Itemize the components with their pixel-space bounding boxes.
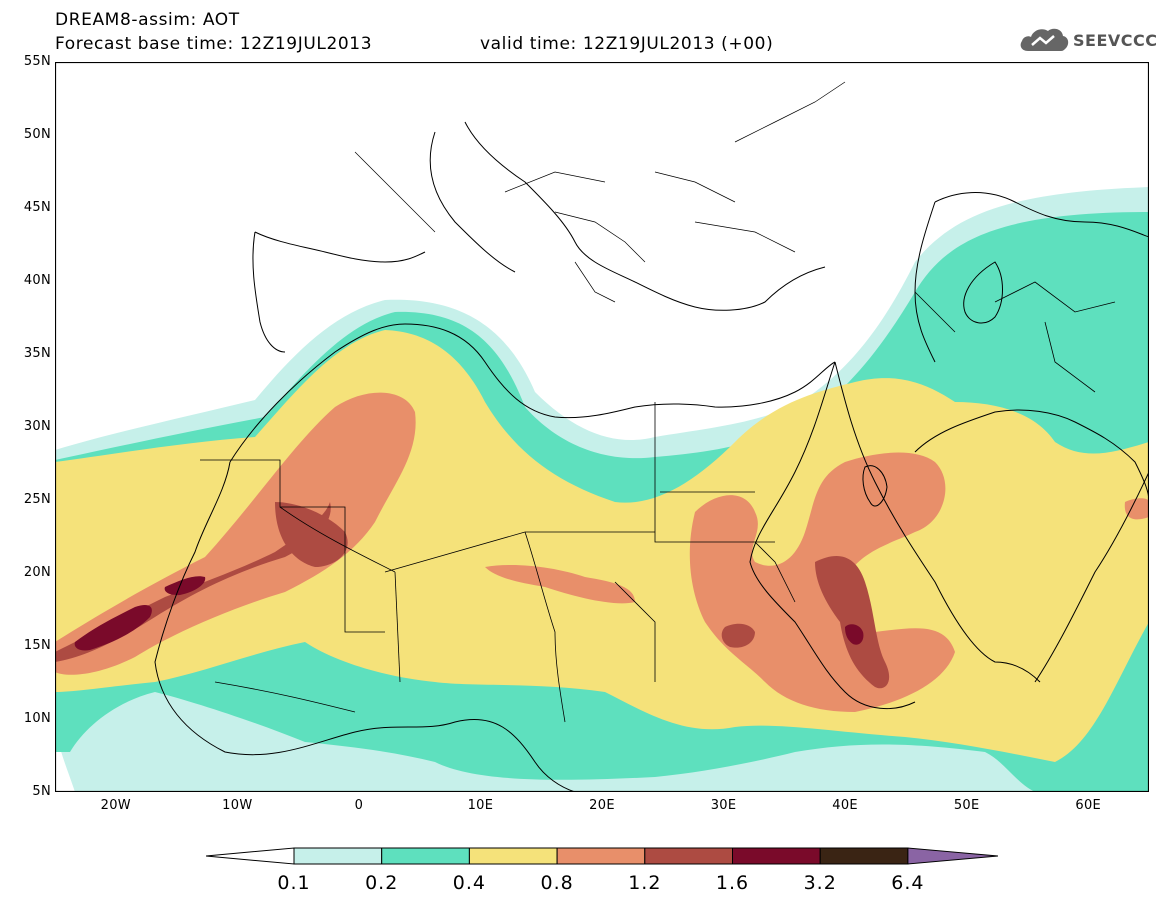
internal-borders [354,81,846,303]
colorbar-box [556,847,646,865]
colorbar-threshold-label: 1.2 [628,872,662,894]
logo-text: SEEVCCC [1073,30,1158,50]
seevccc-logo: SEEVCCC [1018,24,1158,56]
colorbar-threshold-label: 1.6 [715,872,750,894]
cloud-icon [1020,28,1069,51]
lon-tick-label: 10E [467,798,494,813]
colorbar-threshold-label: 0.2 [365,872,399,894]
lat-tick-label: 45N [23,200,51,215]
lon-tick-label: 0 [354,798,364,813]
lat-tick-label: 40N [23,273,51,288]
colorbar-arrow-high [907,847,998,865]
colorbar-box [819,847,909,865]
valid-time: valid time: 12Z19JUL2013 (+00) [480,34,774,54]
forecast-base-time: Forecast base time: 12Z19JUL2013 [55,34,373,54]
colorbar-threshold-label: 0.1 [277,872,311,894]
lat-tick-label: 30N [23,419,51,434]
lat-tick-label: 20N [23,565,51,580]
colorbar-box [732,847,821,865]
lat-tick-label: 50N [23,127,51,142]
colorbar-threshold-label: 3.2 [803,872,837,894]
lon-tick-label: 20E [589,798,615,813]
colorbar-arrow-low [206,847,295,865]
map-title: DREAM8-assim: AOT [55,10,240,30]
colorbar-threshold-label: 0.4 [452,872,486,894]
coastlines [154,121,1149,792]
political-borders [200,281,1116,723]
colorbar-threshold-label: 0.8 [540,872,574,894]
lon-tick-label: 40E [832,798,858,813]
colorbar-box [293,847,383,865]
colorbar-box [468,847,558,865]
colorbar-box [644,847,733,865]
map-border [55,62,1149,792]
aot-map [55,62,1149,792]
aot-colorbar [206,847,998,865]
lat-tick-label: 35N [23,346,51,361]
lon-tick-label: 50E [953,798,980,813]
lat-tick-label: 10N [23,711,51,726]
lat-tick-label: 15N [23,638,51,653]
colorbar-threshold-label: 6.4 [891,872,925,894]
lat-tick-label: 55N [23,54,51,69]
lat-tick-label: 25N [23,492,51,507]
lon-tick-label: 20W [100,798,131,813]
colorbar-box [381,847,470,865]
lat-tick-label: 5N [32,784,51,799]
lon-tick-label: 30E [710,798,737,813]
lon-tick-label: 60E [1075,798,1102,813]
lon-tick-label: 10W [222,798,253,813]
